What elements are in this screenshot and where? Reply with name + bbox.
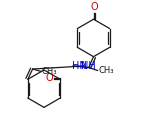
Text: CH₃: CH₃	[42, 67, 57, 76]
Text: NH: NH	[81, 61, 96, 71]
Text: O: O	[45, 73, 53, 83]
Text: HN: HN	[72, 61, 87, 71]
Text: O: O	[91, 2, 98, 12]
Text: CH₃: CH₃	[98, 66, 114, 75]
